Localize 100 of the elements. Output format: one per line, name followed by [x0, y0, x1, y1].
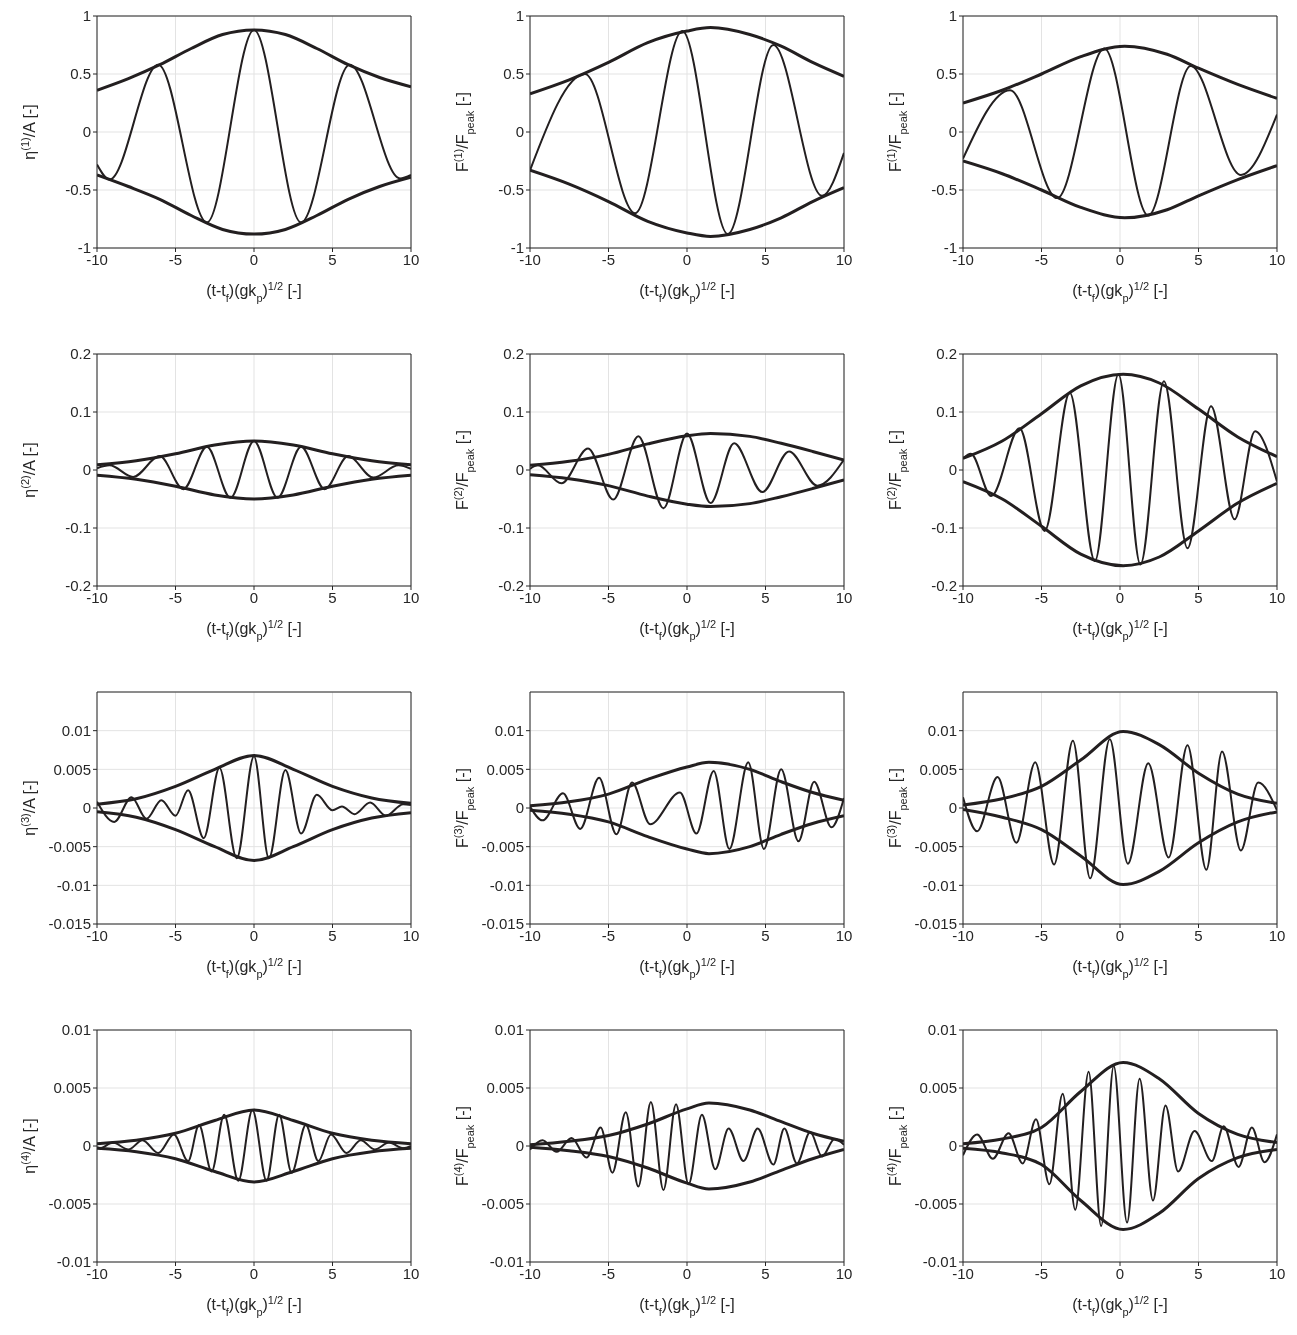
y-tick-label: 0.01 — [927, 1021, 957, 1039]
x-tick-label: 0 — [249, 588, 259, 606]
x-tick-label: 5 — [328, 250, 337, 268]
y-tick-label: 0.01 — [61, 721, 91, 739]
y-tick-label: 0 — [82, 123, 91, 141]
y-tick-label: -0.01 — [56, 876, 91, 894]
x-tick-label: -5 — [1034, 926, 1049, 944]
y-tick-label: 0.2 — [936, 345, 957, 363]
x-tick-label: 10 — [835, 1264, 853, 1282]
y-tick-label: 0.005 — [486, 760, 524, 778]
x-tick-label: 10 — [402, 588, 420, 606]
x-axis-title: (t-t$_{f}$)(gk$_{p}$)$^{1/2}$ [-] — [1072, 618, 1168, 642]
y-tick-label: 0 — [948, 1137, 957, 1155]
y-tick-label: 0.1 — [503, 403, 524, 421]
x-axis-title: (t-t$_{f}$)(gk$_{p}$)$^{1/2}$ [-] — [206, 1294, 302, 1318]
y-tick-label: 0 — [515, 1137, 524, 1155]
y-tick-label: -0.1 — [498, 519, 524, 537]
y-tick-label: -1 — [510, 239, 524, 257]
y-tick-label: -1 — [77, 239, 91, 257]
x-tick-label: -5 — [168, 588, 183, 606]
x-tick-label: 5 — [761, 1264, 770, 1282]
x-tick-label: 10 — [402, 926, 420, 944]
x-tick-label: 5 — [761, 250, 770, 268]
x-tick-label: 5 — [328, 588, 337, 606]
x-tick-label: -5 — [601, 926, 616, 944]
y-tick-label: 0.5 — [936, 65, 957, 83]
y-tick-label: -0.005 — [48, 837, 91, 855]
y-tick-label: -0.01 — [56, 1253, 91, 1271]
x-tick-label: 0 — [1115, 250, 1125, 268]
y-tick-label: 0.01 — [927, 721, 957, 739]
y-tick-label: 0.005 — [486, 1079, 524, 1097]
x-tick-label: 0 — [1115, 1264, 1125, 1282]
x-axis-title: (t-t$_{f}$)(gk$_{p}$)$^{1/2}$ [-] — [1072, 956, 1168, 980]
x-axis-title: (t-t$_{f}$)(gk$_{p}$)$^{1/2}$ [-] — [639, 618, 735, 642]
x-tick-label: 0 — [1115, 926, 1125, 944]
x-tick-label: 5 — [1194, 250, 1203, 268]
y-tick-label: -0.01 — [922, 1253, 957, 1271]
x-tick-label: 10 — [1268, 926, 1286, 944]
y-tick-label: 0.005 — [53, 760, 91, 778]
x-axis-title: (t-t$_{f}$)(gk$_{p}$)$^{1/2}$ [-] — [206, 956, 302, 980]
x-axis-title: (t-t$_{f}$)(gk$_{p}$)$^{1/2}$ [-] — [1072, 280, 1168, 304]
y-tick-label: -0.5 — [65, 181, 91, 199]
y-tick-label: 0 — [82, 799, 91, 817]
y-tick-label: -0.015 — [48, 915, 91, 933]
x-tick-label: -5 — [168, 926, 183, 944]
y-tick-label: -0.01 — [922, 876, 957, 894]
x-tick-label: 0 — [249, 1264, 259, 1282]
y-tick-label: 0.01 — [61, 1021, 91, 1039]
y-tick-label: 0 — [948, 461, 957, 479]
y-tick-label: -0.5 — [498, 181, 524, 199]
y-tick-label: -0.01 — [489, 1253, 524, 1271]
y-tick-label: -0.005 — [481, 1195, 524, 1213]
y-tick-label: -0.1 — [931, 519, 957, 537]
x-axis-title: (t-t$_{f}$)(gk$_{p}$)$^{1/2}$ [-] — [206, 618, 302, 642]
x-tick-label: -5 — [601, 588, 616, 606]
x-tick-label: 5 — [1194, 1264, 1203, 1282]
y-tick-label: 0.2 — [503, 345, 524, 363]
y-tick-label: 0 — [515, 799, 524, 817]
x-tick-label: -5 — [168, 1264, 183, 1282]
y-tick-label: -0.005 — [914, 837, 957, 855]
x-tick-label: 5 — [1194, 588, 1203, 606]
x-tick-label: 10 — [402, 250, 420, 268]
x-tick-label: 0 — [682, 250, 692, 268]
y-tick-label: 0.1 — [70, 403, 91, 421]
x-tick-label: -5 — [601, 250, 616, 268]
x-tick-label: 5 — [328, 926, 337, 944]
x-tick-label: 10 — [1268, 1264, 1286, 1282]
x-axis-title: (t-t$_{f}$)(gk$_{p}$)$^{1/2}$ [-] — [206, 280, 302, 304]
y-tick-label: 0.005 — [919, 1079, 957, 1097]
x-tick-label: 5 — [1194, 926, 1203, 944]
x-tick-label: 0 — [682, 926, 692, 944]
x-tick-label: 0 — [249, 250, 259, 268]
x-tick-label: -5 — [1034, 588, 1049, 606]
y-tick-label: 0 — [82, 461, 91, 479]
x-axis-title: (t-t$_{f}$)(gk$_{p}$)$^{1/2}$ [-] — [639, 956, 735, 980]
x-tick-label: -5 — [1034, 250, 1049, 268]
x-tick-label: 5 — [761, 588, 770, 606]
x-tick-label: 0 — [1115, 588, 1125, 606]
x-tick-label: 10 — [835, 588, 853, 606]
y-tick-label: 0.5 — [70, 65, 91, 83]
y-tick-label: 1 — [82, 7, 91, 25]
x-tick-label: 0 — [682, 1264, 692, 1282]
y-tick-label: 0 — [515, 461, 524, 479]
y-tick-label: -0.5 — [931, 181, 957, 199]
x-axis-title: (t-t$_{f}$)(gk$_{p}$)$^{1/2}$ [-] — [1072, 1294, 1168, 1318]
y-tick-label: 0.005 — [53, 1079, 91, 1097]
x-tick-label: -5 — [1034, 1264, 1049, 1282]
y-tick-label: -0.005 — [481, 837, 524, 855]
y-tick-label: 0.01 — [494, 721, 524, 739]
y-tick-label: -1 — [943, 239, 957, 257]
y-tick-label: -0.005 — [914, 1195, 957, 1213]
y-tick-label: 0.2 — [70, 345, 91, 363]
x-tick-label: 10 — [1268, 250, 1286, 268]
x-tick-label: -5 — [168, 250, 183, 268]
y-tick-label: 0.1 — [936, 403, 957, 421]
y-tick-label: -0.005 — [48, 1195, 91, 1213]
x-tick-label: 10 — [835, 926, 853, 944]
y-tick-label: 0 — [948, 123, 957, 141]
x-tick-label: 10 — [1268, 588, 1286, 606]
y-tick-label: 0.01 — [494, 1021, 524, 1039]
